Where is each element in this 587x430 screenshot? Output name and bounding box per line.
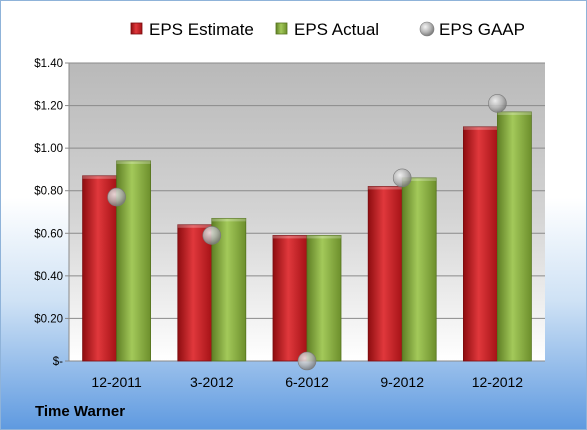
x-axis-ticks: 12-2011 3-2012 6-2012 9-2012 12-2012 <box>91 374 523 390</box>
bar-eps-estimate <box>177 224 213 362</box>
x-tick-label: 3-2012 <box>190 374 234 390</box>
bar-cap <box>177 224 212 228</box>
gaap-marker <box>297 351 317 371</box>
bar-eps-actual <box>401 177 437 362</box>
bar-eps-actual <box>496 111 532 362</box>
y-tick-label: $1.00 <box>34 143 63 155</box>
bar-eps-actual <box>306 235 342 362</box>
gaap-marker <box>202 226 222 245</box>
bar-cap <box>211 218 246 222</box>
y-tick-label: $0.40 <box>34 271 63 283</box>
x-tick-label: 12-2012 <box>472 374 524 390</box>
legend-label: EPS GAAP <box>439 20 525 39</box>
bar-eps-estimate <box>367 186 403 362</box>
y-axis-ticks: $- $0.20 $0.40 $0.60 $0.80 $1.00 $1.20 $1.40 <box>34 58 70 368</box>
legend-label: EPS Estimate <box>149 20 254 39</box>
bar-cap <box>273 235 307 239</box>
x-tick-label: 12-2011 <box>91 374 142 390</box>
bar-cap <box>402 177 437 181</box>
bar-eps-estimate <box>82 175 117 362</box>
y-tick-label: $1.40 <box>34 58 63 70</box>
bar-cap <box>82 175 117 179</box>
legend-swatch <box>275 22 288 35</box>
bar-cap <box>307 235 341 239</box>
y-tick-label: $0.20 <box>34 313 63 325</box>
bar-cap <box>463 126 498 130</box>
bar-cap <box>497 111 532 115</box>
y-tick-label: $- <box>53 356 63 368</box>
gaap-marker <box>488 94 507 113</box>
legend-swatch <box>130 22 143 35</box>
bar-eps-estimate <box>462 126 498 362</box>
legend-label: EPS Actual <box>294 20 379 39</box>
y-tick-label: $1.20 <box>34 101 63 113</box>
y-tick-label: $0.80 <box>34 186 63 198</box>
x-tick-label: 6-2012 <box>285 374 329 390</box>
y-tick-label: $0.60 <box>34 228 63 240</box>
gaap-markers <box>107 94 507 371</box>
chart-legend: EPS Estimate EPS Actual EPS GAAP <box>130 20 525 39</box>
bar-cap <box>116 160 151 164</box>
bars-group <box>82 111 532 362</box>
legend-swatch <box>419 21 435 37</box>
bar-cap <box>368 186 403 190</box>
x-tick-label: 9-2012 <box>380 374 424 390</box>
gaap-marker <box>392 168 412 188</box>
company-label: Time Warner <box>35 403 126 420</box>
bar-eps-estimate <box>272 235 308 362</box>
gaap-marker <box>107 187 126 207</box>
